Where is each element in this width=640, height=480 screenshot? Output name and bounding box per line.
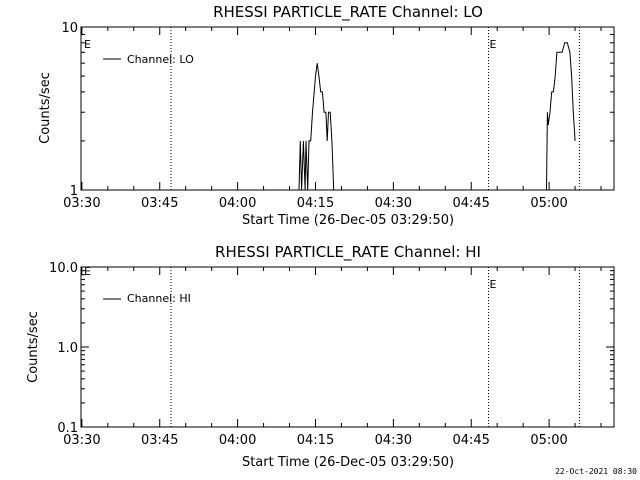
hi-x-tick-label: 03:30 [63,433,100,448]
hi-plot-title: RHESSI PARTICLE_RATE Channel: HI [215,243,481,262]
lo-y-tick-label: 10 [61,21,78,36]
hi-x-tick-label: 03:45 [141,433,178,448]
lo-plot-title: RHESSI PARTICLE_RATE Channel: LO [213,3,483,22]
generation-timestamp: 22-Oct-2021 08:30 [555,467,637,476]
hi-y-tick-label: 1.0 [57,341,78,356]
lo-y-axis-label: Counts/sec [38,72,53,144]
lo-plot-frame [80,26,615,191]
lo-x-tick-label: 04:15 [297,196,334,211]
hi-y-tick-label: 0.1 [57,421,78,436]
lo-start-marker-label: E [84,38,91,51]
lo-channel-panel: RHESSI PARTICLE_RATE Channel: LO Counts/… [38,3,615,228]
hi-x-tick-label: 04:30 [375,433,412,448]
lo-legend-label: Channel: LO [127,53,194,66]
hi-x-tick-label: 05:00 [530,433,567,448]
lo-data-series [546,42,576,191]
hi-start-marker-label: E [84,265,91,278]
hi-plot-area: 0.1 1.0 10.0 03:30 03:45 04:00 04:15 04:30 04:45… [49,261,615,448]
lo-x-tick-label: 05:00 [530,196,567,211]
lo-time-marker-label: E [490,38,497,51]
hi-x-axis-label: Start Time (26-Dec-05 03:29:50) [242,455,454,470]
lo-x-tick-label: 04:45 [452,196,489,211]
lo-data-series [298,63,335,191]
lo-y-tick-label: 1 [70,184,78,199]
hi-channel-panel: RHESSI PARTICLE_RATE Channel: HI Counts/… [26,243,615,470]
lo-x-tick-label: 04:30 [375,196,412,211]
hi-legend-label: Channel: HI [127,292,191,305]
hi-y-axis-label: Counts/sec [26,311,41,383]
lo-x-tick-label: 03:30 [63,196,100,211]
lo-x-tick-label: 03:45 [141,196,178,211]
hi-plot-frame [80,266,615,428]
hi-y-tick-label: 10.0 [49,261,78,276]
hi-x-tick-label: 04:15 [297,433,334,448]
lo-x-axis-label: Start Time (26-Dec-05 03:29:50) [242,213,454,228]
hi-time-marker-label: E [490,278,497,291]
lo-plot-area: 1 10 03:30 03:45 04:00 04:15 04:30 04:45 05:00 E [61,21,615,211]
hi-x-tick-label: 04:00 [219,433,256,448]
lo-x-tick-label: 04:00 [219,196,256,211]
hi-x-tick-label: 04:45 [452,433,489,448]
